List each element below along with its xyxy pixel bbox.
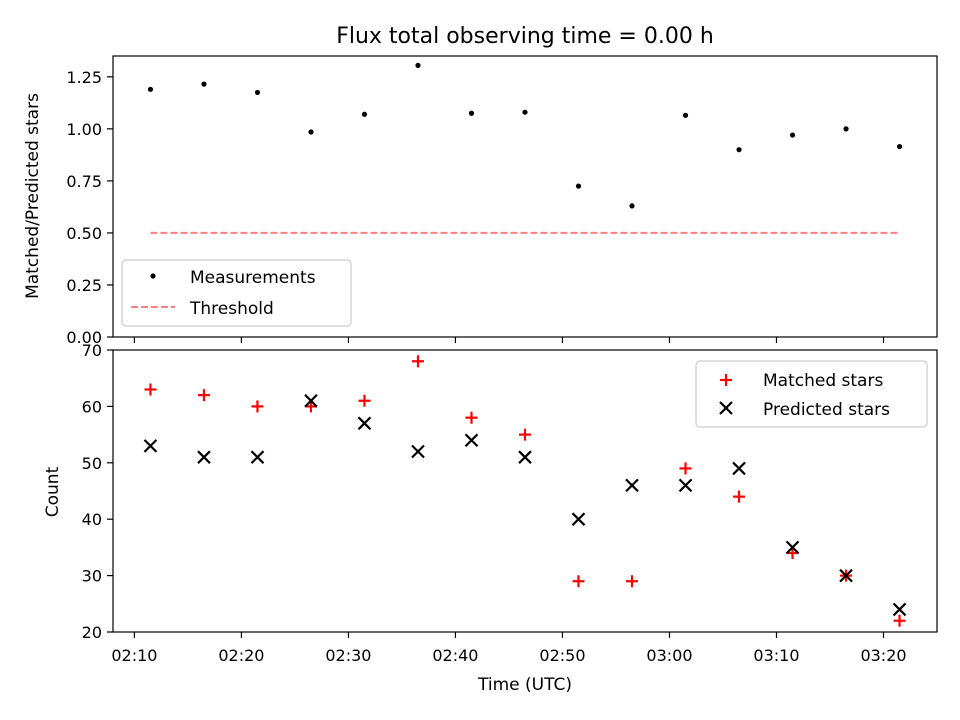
bottom-y-tick-label: 30 xyxy=(82,567,102,586)
predicted-stars-point xyxy=(143,439,158,453)
bottom-x-tick-label: 02:10 xyxy=(111,646,157,665)
matched-stars-point xyxy=(786,547,799,560)
predicted-stars-point xyxy=(785,540,800,555)
top-panel: Flux total observing time = 0.00 h Match… xyxy=(23,24,938,347)
top-legend-box xyxy=(121,259,352,327)
measurement-point xyxy=(201,81,207,87)
measurement-point xyxy=(415,62,421,68)
top-y-tick-label: 0.50 xyxy=(66,224,102,243)
predicted-stars-point xyxy=(625,478,639,493)
bottom-panel: Count Time (UTC) 20 30 40 50 60 70 02:10 02:20… xyxy=(43,341,938,695)
matched-stars-point xyxy=(144,383,157,396)
top-y-tick-label: 0.25 xyxy=(66,276,102,295)
legend-marker-matched xyxy=(720,374,732,386)
top-plot-frame xyxy=(112,55,938,338)
matched-stars-point xyxy=(465,411,478,424)
top-y-tick-label: 1.25 xyxy=(66,68,102,87)
top-legend: Measurements Threshold xyxy=(121,259,352,327)
top-y-tick-label: 0.75 xyxy=(66,172,102,191)
predicted-stars-point xyxy=(892,602,907,617)
bottom-marks xyxy=(143,355,907,627)
measurement-point xyxy=(361,111,368,117)
bottom-x-tick-label: 02:40 xyxy=(432,646,478,665)
predicted-stars-point xyxy=(678,478,693,493)
measurement-point xyxy=(682,112,689,118)
bottom-y-tick-label: 60 xyxy=(82,397,102,416)
measurement-point xyxy=(896,143,903,150)
measurement-point xyxy=(468,110,475,116)
matched-stars-point xyxy=(251,400,264,413)
bottom-x-ticks: 02:10 02:20 02:30 02:40 02:50 03:00 03:10 03:20 xyxy=(111,632,907,665)
measurement-point xyxy=(789,132,796,138)
measurement-point xyxy=(308,129,314,135)
matched-stars-point xyxy=(358,394,371,407)
predicted-stars-point xyxy=(197,450,211,464)
matched-stars-point xyxy=(304,400,317,413)
bottom-x-axis-label: Time (UTC) xyxy=(477,675,572,695)
legend-marker-measurements xyxy=(150,273,156,279)
matched-stars-point xyxy=(626,575,639,588)
measurement-point xyxy=(522,109,528,115)
top-y-tick-label: 0.00 xyxy=(66,328,102,347)
bottom-y-ticks: 20 30 40 50 60 70 xyxy=(82,341,113,642)
chart-title: Flux total observing time = 0.00 h xyxy=(336,24,714,49)
top-y-axis-label: Matched/Predicted stars xyxy=(23,93,43,299)
predicted-stars-point xyxy=(357,416,372,431)
measurement-point xyxy=(575,183,582,189)
matched-stars-point xyxy=(519,428,531,441)
bottom-legend-box xyxy=(695,360,928,428)
bottom-x-tick-label: 03:10 xyxy=(753,646,799,665)
matched-stars-point xyxy=(197,389,210,402)
predicted-stars-point xyxy=(304,393,318,408)
bottom-y-tick-label: 20 xyxy=(82,623,102,642)
matched-stars-point xyxy=(411,355,424,368)
bottom-x-tick-label: 02:30 xyxy=(325,646,371,665)
measurement-point xyxy=(736,147,742,153)
top-y-ticks: 0.00 0.25 0.50 0.75 1.00 1.25 xyxy=(66,68,113,347)
measurement-point xyxy=(147,86,154,92)
bottom-y-tick-label: 40 xyxy=(82,510,102,529)
predicted-stars-point xyxy=(732,461,746,476)
top-marks xyxy=(147,62,903,234)
predicted-stars-point xyxy=(464,433,479,448)
legend-label-matched: Matched stars xyxy=(763,371,883,391)
bottom-plot-frame xyxy=(112,349,938,633)
bottom-x-tick-label: 02:50 xyxy=(539,646,585,665)
matched-stars-point xyxy=(733,490,746,503)
predicted-stars-point xyxy=(250,450,265,464)
predicted-stars-point xyxy=(411,444,425,459)
matched-stars-point xyxy=(572,575,585,588)
predicted-stars-point xyxy=(571,512,586,526)
measurement-point xyxy=(629,203,635,209)
legend-label-measurements: Measurements xyxy=(190,268,316,288)
bottom-x-tick-label: 03:00 xyxy=(646,646,692,665)
measurement-point xyxy=(254,89,261,96)
bottom-y-tick-label: 50 xyxy=(82,454,102,473)
top-x-ticks xyxy=(133,337,885,343)
legend-label-predicted: Predicted stars xyxy=(763,400,890,420)
matched-stars-point xyxy=(679,462,692,475)
predicted-stars-point xyxy=(839,568,853,583)
top-y-tick-label: 1.00 xyxy=(66,120,102,139)
bottom-y-tick-label: 70 xyxy=(82,341,102,360)
bottom-x-tick-label: 02:20 xyxy=(218,646,264,665)
measurement-point xyxy=(843,126,849,132)
bottom-y-axis-label: Count xyxy=(43,466,63,517)
bottom-x-tick-label: 03:20 xyxy=(860,646,906,665)
predicted-stars-point xyxy=(518,450,532,464)
legend-label-threshold: Threshold xyxy=(189,299,274,319)
matched-stars-point xyxy=(893,614,906,627)
bottom-legend: Matched stars Predicted stars xyxy=(695,360,928,428)
legend-marker-predicted xyxy=(719,401,733,415)
